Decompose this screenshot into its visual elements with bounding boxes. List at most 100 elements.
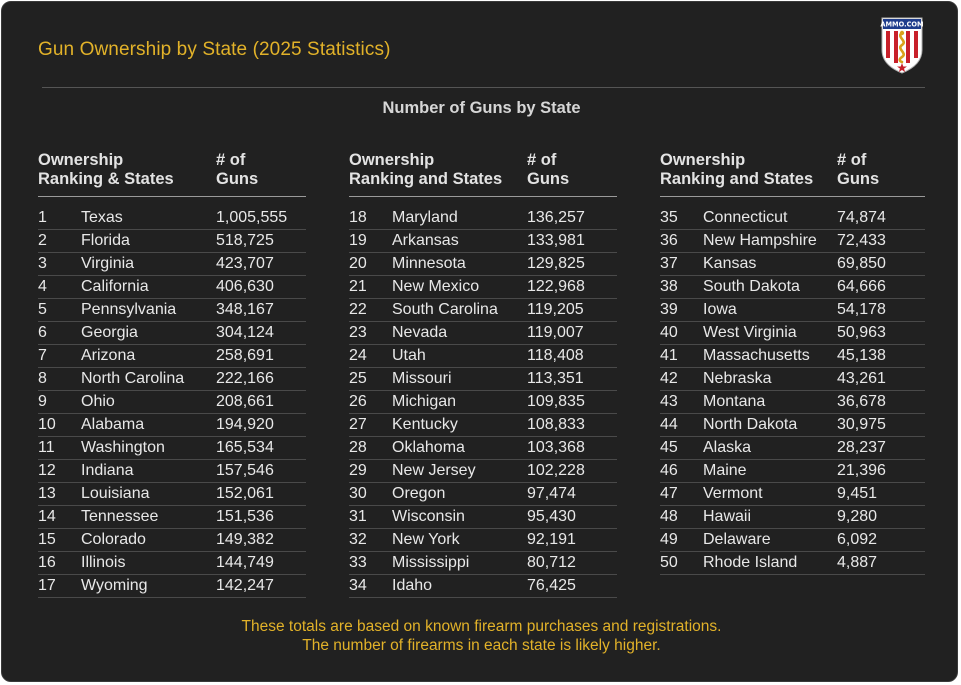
guns-cell: 9,280 [837, 508, 878, 525]
rank-cell: 5 [38, 301, 47, 318]
column-header: Ownership Ranking and States # of Guns [660, 150, 925, 197]
table-row: 13 Louisiana 152,061 [38, 483, 306, 506]
state-cell: California [81, 278, 149, 295]
header-divider [42, 87, 925, 88]
rank-cell: 37 [660, 255, 678, 272]
guns-cell: 152,061 [216, 485, 274, 502]
rank-cell: 41 [660, 347, 678, 364]
table-row: 24 Utah 118,408 [349, 345, 617, 368]
state-cell: Utah [392, 347, 426, 364]
state-cell: West Virginia [703, 324, 797, 341]
rank-state-header: Ownership Ranking and States [349, 151, 503, 188]
state-cell: Kansas [703, 255, 757, 272]
rank-cell: 13 [38, 485, 56, 502]
rank-cell: 15 [38, 531, 56, 548]
rank-cell: 25 [349, 370, 367, 387]
rank-cell: 33 [349, 554, 367, 571]
table-row: 22 South Carolina 119,205 [349, 299, 617, 322]
table-row: 44 North Dakota 30,975 [660, 414, 925, 437]
table-row: 50 Rhode Island 4,887 [660, 552, 925, 575]
state-cell: Pennsylvania [81, 301, 177, 318]
table-row: 39 Iowa 54,178 [660, 299, 925, 322]
state-cell: Kentucky [392, 416, 458, 433]
rank-cell: 46 [660, 462, 678, 479]
table-row: 1 Texas 1,005,555 [38, 207, 306, 230]
table-row: 8 North Carolina 222,166 [38, 368, 306, 391]
table-row: 23 Nevada 119,007 [349, 322, 617, 345]
state-cell: Nevada [392, 324, 448, 341]
state-cell: Florida [81, 232, 130, 249]
table-row: 10 Alabama 194,920 [38, 414, 306, 437]
guns-cell: 45,138 [837, 347, 886, 364]
state-cell: Ohio [81, 393, 115, 410]
footnote-line-1: These totals are based on known firearm … [241, 618, 722, 635]
rank-cell: 43 [660, 393, 678, 410]
state-cell: Wisconsin [392, 508, 465, 525]
rank-cell: 42 [660, 370, 678, 387]
table-row: 5 Pennsylvania 348,167 [38, 299, 306, 322]
rank-cell: 44 [660, 416, 678, 433]
rank-cell: 16 [38, 554, 56, 571]
guns-cell: 76,425 [527, 577, 576, 594]
table-row: 30 Oregon 97,474 [349, 483, 617, 506]
rank-cell: 3 [38, 255, 47, 272]
rank-cell: 10 [38, 416, 56, 433]
rank-cell: 9 [38, 393, 47, 410]
state-cell: Arizona [81, 347, 136, 364]
page-title: Gun Ownership by State (2025 Statistics) [38, 39, 391, 60]
table-row: 33 Mississippi 80,712 [349, 552, 617, 575]
guns-cell: 406,630 [216, 278, 274, 295]
guns-cell: 80,712 [527, 554, 576, 571]
state-cell: Rhode Island [703, 554, 798, 571]
table-row: 6 Georgia 304,124 [38, 322, 306, 345]
guns-cell: 222,166 [216, 370, 274, 387]
rank-cell: 24 [349, 347, 367, 364]
table-row: 4 California 406,630 [38, 276, 306, 299]
rank-cell: 38 [660, 278, 678, 295]
table-subtitle: Number of Guns by State [382, 99, 581, 117]
rank-state-header: Ownership Ranking & States [38, 151, 174, 188]
guns-cell: 64,666 [837, 278, 886, 295]
table-row: 37 Kansas 69,850 [660, 253, 925, 276]
guns-cell: 157,546 [216, 462, 274, 479]
state-cell: Colorado [81, 531, 146, 548]
rank-cell: 17 [38, 577, 56, 594]
state-cell: Hawaii [703, 508, 752, 525]
table-row: 20 Minnesota 129,825 [349, 253, 617, 276]
table-row: 47 Vermont 9,451 [660, 483, 925, 506]
guns-cell: 113,351 [527, 370, 584, 387]
state-cell: New Hampshire [703, 232, 817, 249]
table-row: 36 New Hampshire 72,433 [660, 230, 925, 253]
rank-cell: 12 [38, 462, 56, 479]
guns-cell: 1,005,555 [216, 209, 288, 226]
guns-cell: 149,382 [216, 531, 274, 548]
table-row: 19 Arkansas 133,981 [349, 230, 617, 253]
rank-cell: 34 [349, 577, 367, 594]
guns-cell: 144,749 [216, 554, 274, 571]
table-row: 32 New York 92,191 [349, 529, 617, 552]
rank-cell: 22 [349, 301, 367, 318]
guns-cell: 74,874 [837, 209, 886, 226]
table-row: 29 New Jersey 102,228 [349, 460, 617, 483]
rank-cell: 32 [349, 531, 367, 548]
state-cell: Louisiana [81, 485, 150, 502]
rank-cell: 36 [660, 232, 678, 249]
guns-cell: 4,887 [837, 554, 878, 571]
state-cell: Iowa [703, 301, 737, 318]
rank-cell: 20 [349, 255, 367, 272]
state-cell: Maine [703, 462, 747, 479]
guns-cell: 6,092 [837, 531, 878, 548]
state-cell: Michigan [392, 393, 457, 410]
state-cell: Tennessee [81, 508, 159, 525]
logo-text: AMMO.COM [880, 21, 923, 29]
guns-cell: 119,205 [527, 301, 584, 318]
guns-cell: 119,007 [527, 324, 584, 341]
guns-cell: 43,261 [837, 370, 886, 387]
table-row: 26 Michigan 109,835 [349, 391, 617, 414]
rank-cell: 1 [38, 209, 47, 226]
table-column-1: Ownership Ranking & States # of Guns 1 Texa… [38, 150, 306, 598]
rank-cell: 30 [349, 485, 367, 502]
rank-cell: 14 [38, 508, 56, 525]
state-cell: Vermont [703, 485, 763, 502]
table-row: 2 Florida 518,725 [38, 230, 306, 253]
